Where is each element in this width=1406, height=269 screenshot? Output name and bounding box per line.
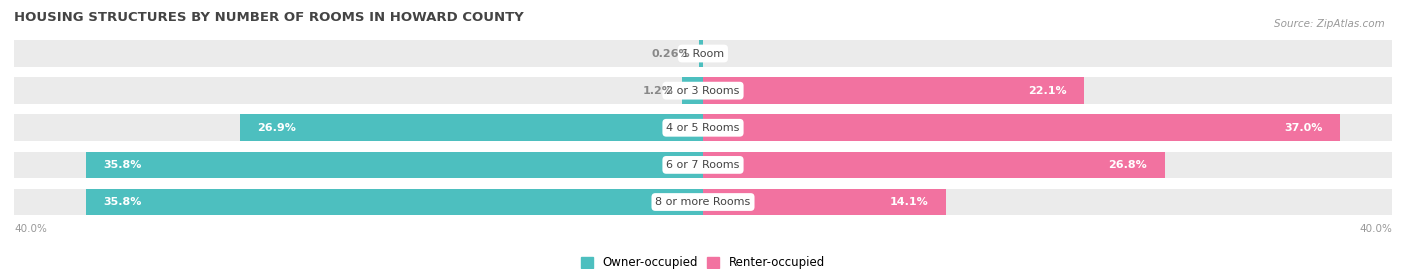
Bar — [86, 151, 703, 178]
Text: 40.0%: 40.0% — [1360, 224, 1392, 233]
Text: 26.9%: 26.9% — [257, 123, 295, 133]
Text: 6 or 7 Rooms: 6 or 7 Rooms — [666, 160, 740, 170]
Bar — [86, 189, 703, 215]
Bar — [14, 189, 703, 215]
Text: 37.0%: 37.0% — [1285, 123, 1323, 133]
Text: 1.2%: 1.2% — [643, 86, 673, 96]
Bar — [703, 189, 1392, 215]
Bar — [703, 77, 1392, 104]
Text: 8 or more Rooms: 8 or more Rooms — [655, 197, 751, 207]
Bar — [14, 40, 703, 67]
Text: Source: ZipAtlas.com: Source: ZipAtlas.com — [1274, 19, 1385, 29]
Text: 40.0%: 40.0% — [14, 224, 46, 233]
Bar — [703, 151, 1392, 178]
Bar — [14, 114, 703, 141]
Text: 35.8%: 35.8% — [104, 160, 142, 170]
Bar — [703, 151, 1164, 178]
Text: HOUSING STRUCTURES BY NUMBER OF ROOMS IN HOWARD COUNTY: HOUSING STRUCTURES BY NUMBER OF ROOMS IN… — [14, 11, 524, 24]
Bar — [703, 189, 946, 215]
Legend: Owner-occupied, Renter-occupied: Owner-occupied, Renter-occupied — [576, 252, 830, 269]
Bar — [703, 77, 1084, 104]
Bar — [703, 40, 1392, 67]
Text: 1 Room: 1 Room — [682, 48, 724, 59]
Text: 14.1%: 14.1% — [890, 197, 928, 207]
Bar — [682, 77, 703, 104]
Text: 2 or 3 Rooms: 2 or 3 Rooms — [666, 86, 740, 96]
Bar — [239, 114, 703, 141]
Bar — [703, 114, 1392, 141]
Text: 0.26%: 0.26% — [651, 48, 690, 59]
Bar — [703, 114, 1340, 141]
Bar — [699, 40, 703, 67]
Bar — [14, 151, 703, 178]
Text: 22.1%: 22.1% — [1028, 86, 1066, 96]
Text: 26.8%: 26.8% — [1108, 160, 1147, 170]
Text: 35.8%: 35.8% — [104, 197, 142, 207]
Bar — [14, 77, 703, 104]
Text: 4 or 5 Rooms: 4 or 5 Rooms — [666, 123, 740, 133]
